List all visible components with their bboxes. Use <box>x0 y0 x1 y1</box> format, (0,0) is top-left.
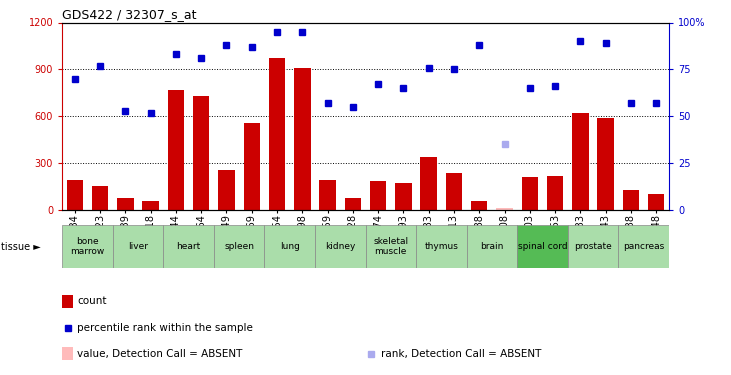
Bar <box>243 123 260 210</box>
Bar <box>522 177 538 210</box>
Bar <box>471 201 488 210</box>
Bar <box>269 58 285 210</box>
Bar <box>344 198 361 210</box>
Bar <box>67 180 83 210</box>
Bar <box>547 176 564 210</box>
Bar <box>167 90 184 210</box>
Bar <box>518 225 568 268</box>
Text: liver: liver <box>128 242 148 251</box>
Bar <box>62 347 73 361</box>
Bar <box>568 225 618 268</box>
Text: pancreas: pancreas <box>623 242 664 251</box>
Text: heart: heart <box>176 242 201 251</box>
Bar <box>219 170 235 210</box>
Text: spleen: spleen <box>224 242 254 251</box>
Bar <box>466 225 518 268</box>
Bar <box>366 225 416 268</box>
Text: kidney: kidney <box>325 242 355 251</box>
Bar <box>446 172 462 210</box>
Text: bone
marrow: bone marrow <box>70 237 105 256</box>
Bar <box>62 295 73 308</box>
Bar <box>572 113 588 210</box>
Bar <box>420 157 437 210</box>
Bar <box>294 68 311 210</box>
Bar <box>623 190 639 210</box>
Text: tissue ►: tissue ► <box>1 242 40 252</box>
Bar <box>193 96 209 210</box>
Bar <box>597 118 614 210</box>
Bar <box>265 225 315 268</box>
Bar <box>143 201 159 210</box>
Bar <box>163 225 213 268</box>
Bar <box>117 198 134 210</box>
Bar <box>618 225 669 268</box>
Bar <box>496 208 512 210</box>
Bar <box>315 225 366 268</box>
Text: thymus: thymus <box>425 242 458 251</box>
Bar <box>648 194 664 210</box>
Bar <box>370 181 387 210</box>
Text: percentile rank within the sample: percentile rank within the sample <box>77 323 253 333</box>
Text: lung: lung <box>280 242 300 251</box>
Text: rank, Detection Call = ABSENT: rank, Detection Call = ABSENT <box>381 349 541 359</box>
Text: prostate: prostate <box>574 242 612 251</box>
Bar <box>62 225 113 268</box>
Bar <box>213 225 265 268</box>
Bar <box>416 225 466 268</box>
Bar <box>319 180 336 210</box>
Text: spinal cord: spinal cord <box>518 242 567 251</box>
Bar <box>395 183 412 210</box>
Text: count: count <box>77 297 107 306</box>
Bar <box>113 225 163 268</box>
Text: value, Detection Call = ABSENT: value, Detection Call = ABSENT <box>77 349 243 359</box>
Text: GDS422 / 32307_s_at: GDS422 / 32307_s_at <box>62 8 197 21</box>
Bar <box>92 186 108 210</box>
Text: brain: brain <box>480 242 504 251</box>
Text: skeletal
muscle: skeletal muscle <box>374 237 409 256</box>
